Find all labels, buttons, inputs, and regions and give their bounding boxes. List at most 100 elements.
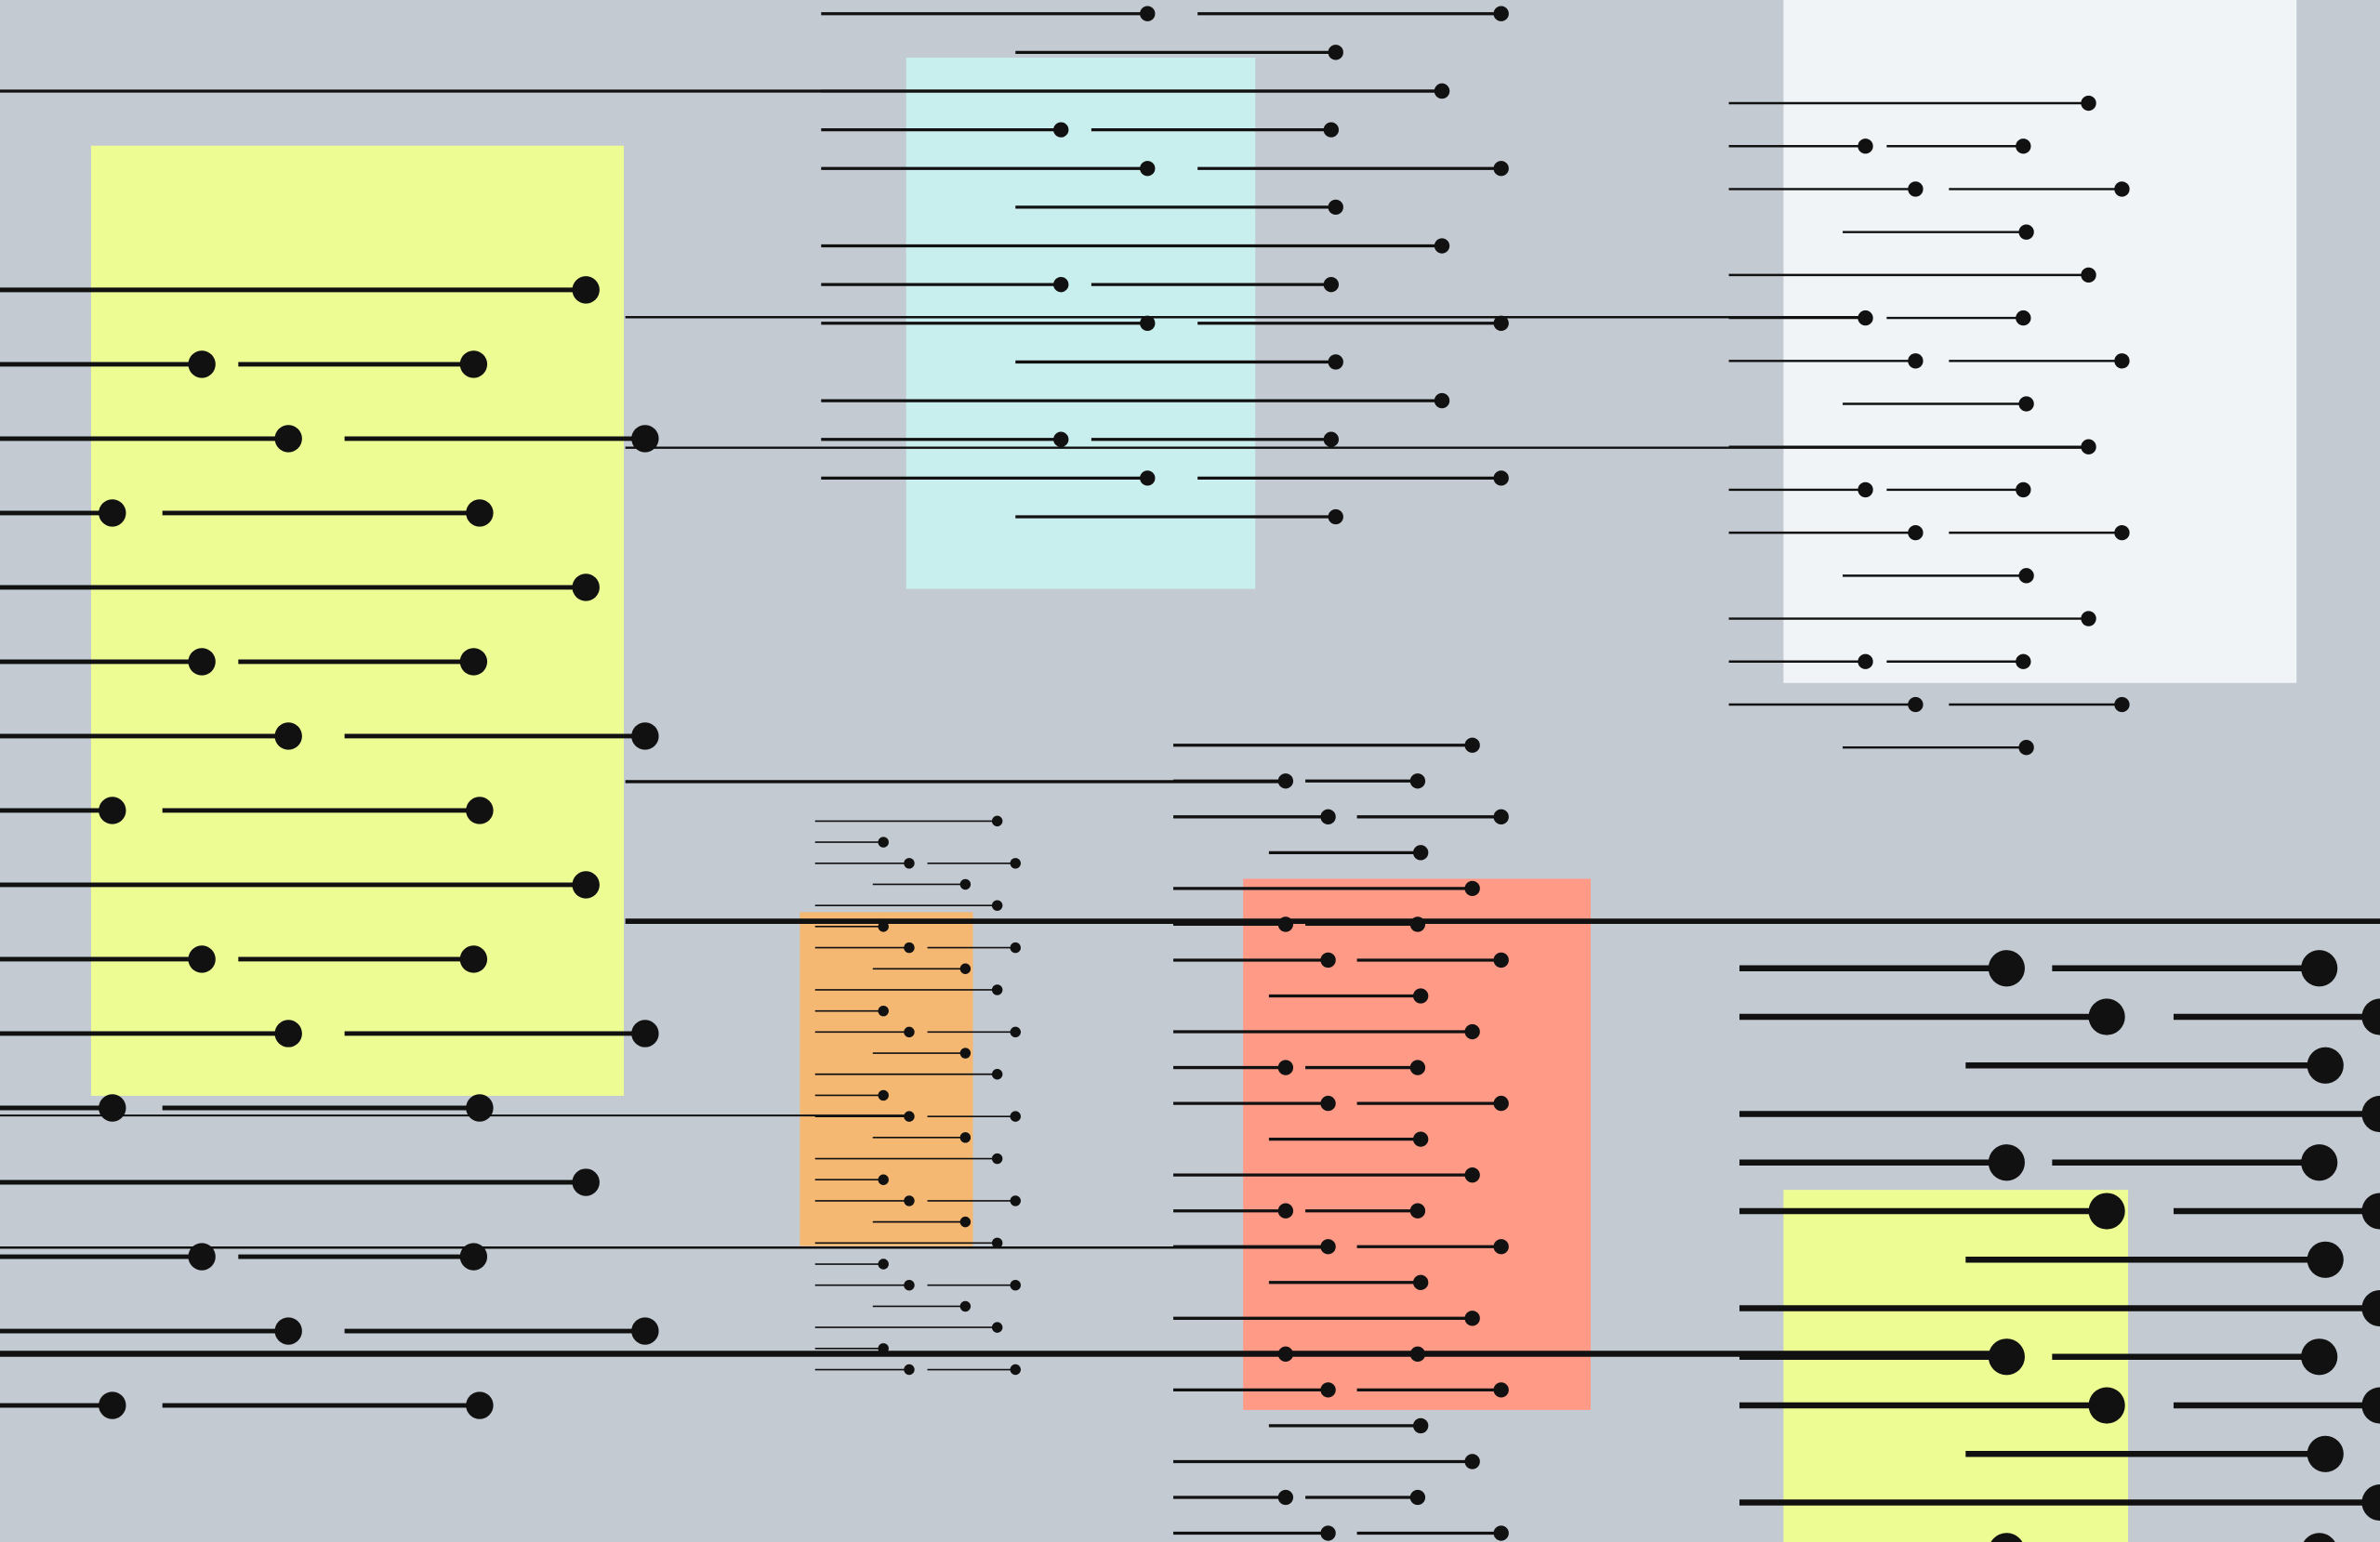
- orange-panel: [800, 912, 973, 1246]
- line-end-dot: [959, 878, 972, 890]
- line-end-dot: [1434, 83, 1450, 99]
- line-end-dot: [1988, 1338, 2025, 1376]
- line-end-dot: [2088, 1387, 2125, 1424]
- line-end-dot: [572, 276, 600, 304]
- line-end-dot: [904, 1195, 915, 1206]
- line-end-dot: [1413, 1131, 1429, 1147]
- line-end-dot: [2307, 1047, 2344, 1084]
- line-end-dot: [1858, 310, 1873, 326]
- line-end-dot: [904, 1280, 915, 1291]
- line-end-dot: [1328, 199, 1343, 216]
- line-end-dot: [1493, 952, 1509, 969]
- line-end-dot: [1140, 6, 1156, 21]
- line-end-dot: [1493, 809, 1509, 824]
- line-end-dot: [2081, 267, 2096, 283]
- line-end-dot: [1323, 431, 1339, 447]
- yellow-panel-left: [90, 145, 625, 1096]
- line-end-dot: [631, 425, 659, 453]
- line-end-dot: [1988, 1144, 2025, 1181]
- line-end-dot: [2303, 1533, 2335, 1542]
- line-end-dot: [1409, 1346, 1426, 1363]
- line-end-dot: [1320, 1525, 1336, 1541]
- line-end-dot: [1010, 1364, 1021, 1376]
- line-end-dot: [959, 1048, 972, 1059]
- line-end-dot: [459, 648, 488, 676]
- line-end-dot: [466, 1391, 494, 1419]
- line-end-dot: [1277, 1060, 1294, 1075]
- line-end-dot: [1990, 1533, 2023, 1542]
- line-end-dot: [2016, 310, 2031, 326]
- line-end-dot: [959, 963, 972, 974]
- line-end-dot: [2307, 1241, 2344, 1278]
- line-end-dot: [466, 797, 494, 824]
- line-end-dot: [1277, 1489, 1294, 1506]
- line-end-dot: [1010, 1195, 1021, 1206]
- line-end-dot: [904, 1111, 915, 1122]
- line-end-dot: [1858, 653, 1873, 669]
- line-end-dot: [2088, 1193, 2125, 1230]
- line-end-dot: [2018, 396, 2034, 412]
- line-end-dot: [1493, 470, 1509, 486]
- line-end-dot: [991, 1237, 1003, 1249]
- line-end-dot: [1320, 809, 1336, 824]
- line-end-dot: [878, 1174, 889, 1185]
- line-end-dot: [1140, 315, 1156, 331]
- line-end-dot: [1010, 1280, 1021, 1291]
- line-end-dot: [1493, 6, 1509, 21]
- line-end-dot: [1053, 276, 1069, 293]
- line-end-dot: [2081, 611, 2096, 626]
- line-end-dot: [274, 722, 302, 750]
- line-end-dot: [1464, 737, 1480, 753]
- line-end-dot: [572, 1168, 600, 1196]
- line-end-dot: [959, 1300, 972, 1312]
- line-end-dot: [1010, 942, 1021, 954]
- line-end-dot: [1908, 696, 1924, 713]
- line-end-dot: [1413, 1274, 1429, 1290]
- line-end-dot: [2016, 653, 2031, 669]
- line-end-dot: [959, 1132, 972, 1143]
- line-end-dot: [1493, 1525, 1509, 1541]
- line-end-dot: [2361, 1387, 2380, 1424]
- line-end-dot: [991, 1322, 1003, 1333]
- line-end-dot: [274, 1317, 302, 1345]
- line-end-dot: [1493, 1239, 1509, 1255]
- line-end-dot: [99, 499, 126, 527]
- line-end-dot: [1858, 138, 1873, 154]
- line-end-dot: [1053, 122, 1069, 138]
- line-end-dot: [991, 984, 1003, 995]
- line-end-dot: [1053, 431, 1069, 447]
- line-end-dot: [1409, 773, 1426, 789]
- line-end-dot: [2018, 568, 2034, 584]
- line-end-dot: [1320, 1239, 1336, 1255]
- line-end-dot: [991, 1153, 1003, 1165]
- line-end-dot: [572, 871, 600, 899]
- white-panel: [1783, 0, 2297, 683]
- line-end-dot: [2307, 1435, 2344, 1472]
- line-end-dot: [1277, 1203, 1294, 1219]
- line-end-dot: [991, 1069, 1003, 1080]
- line-end-dot: [631, 1020, 659, 1048]
- line-end-dot: [1413, 988, 1429, 1004]
- line-end-dot: [1323, 276, 1339, 293]
- line-end-dot: [459, 350, 488, 378]
- line-end-dot: [2114, 524, 2130, 541]
- line-end-dot: [991, 815, 1003, 827]
- line-end-dot: [1323, 122, 1339, 138]
- line-end-dot: [1328, 508, 1343, 525]
- line-end-dot: [188, 1243, 216, 1271]
- line-end-dot: [1858, 481, 1873, 498]
- line-end-dot: [1320, 1382, 1336, 1398]
- line-end-dot: [959, 1216, 972, 1228]
- line-end-dot: [904, 942, 915, 954]
- line-end-dot: [1464, 1311, 1480, 1326]
- line-end-dot: [1464, 1454, 1480, 1470]
- line-end-dot: [1908, 181, 1924, 197]
- line-end-dot: [1277, 916, 1294, 932]
- line-end-dot: [1409, 1060, 1426, 1075]
- line-end-dot: [459, 1243, 488, 1271]
- line-end-dot: [1464, 880, 1480, 897]
- line-end-dot: [1140, 470, 1156, 486]
- line-end-dot: [2361, 1289, 2380, 1327]
- line-end-dot: [2018, 740, 2034, 756]
- line-end-dot: [2301, 1338, 2338, 1376]
